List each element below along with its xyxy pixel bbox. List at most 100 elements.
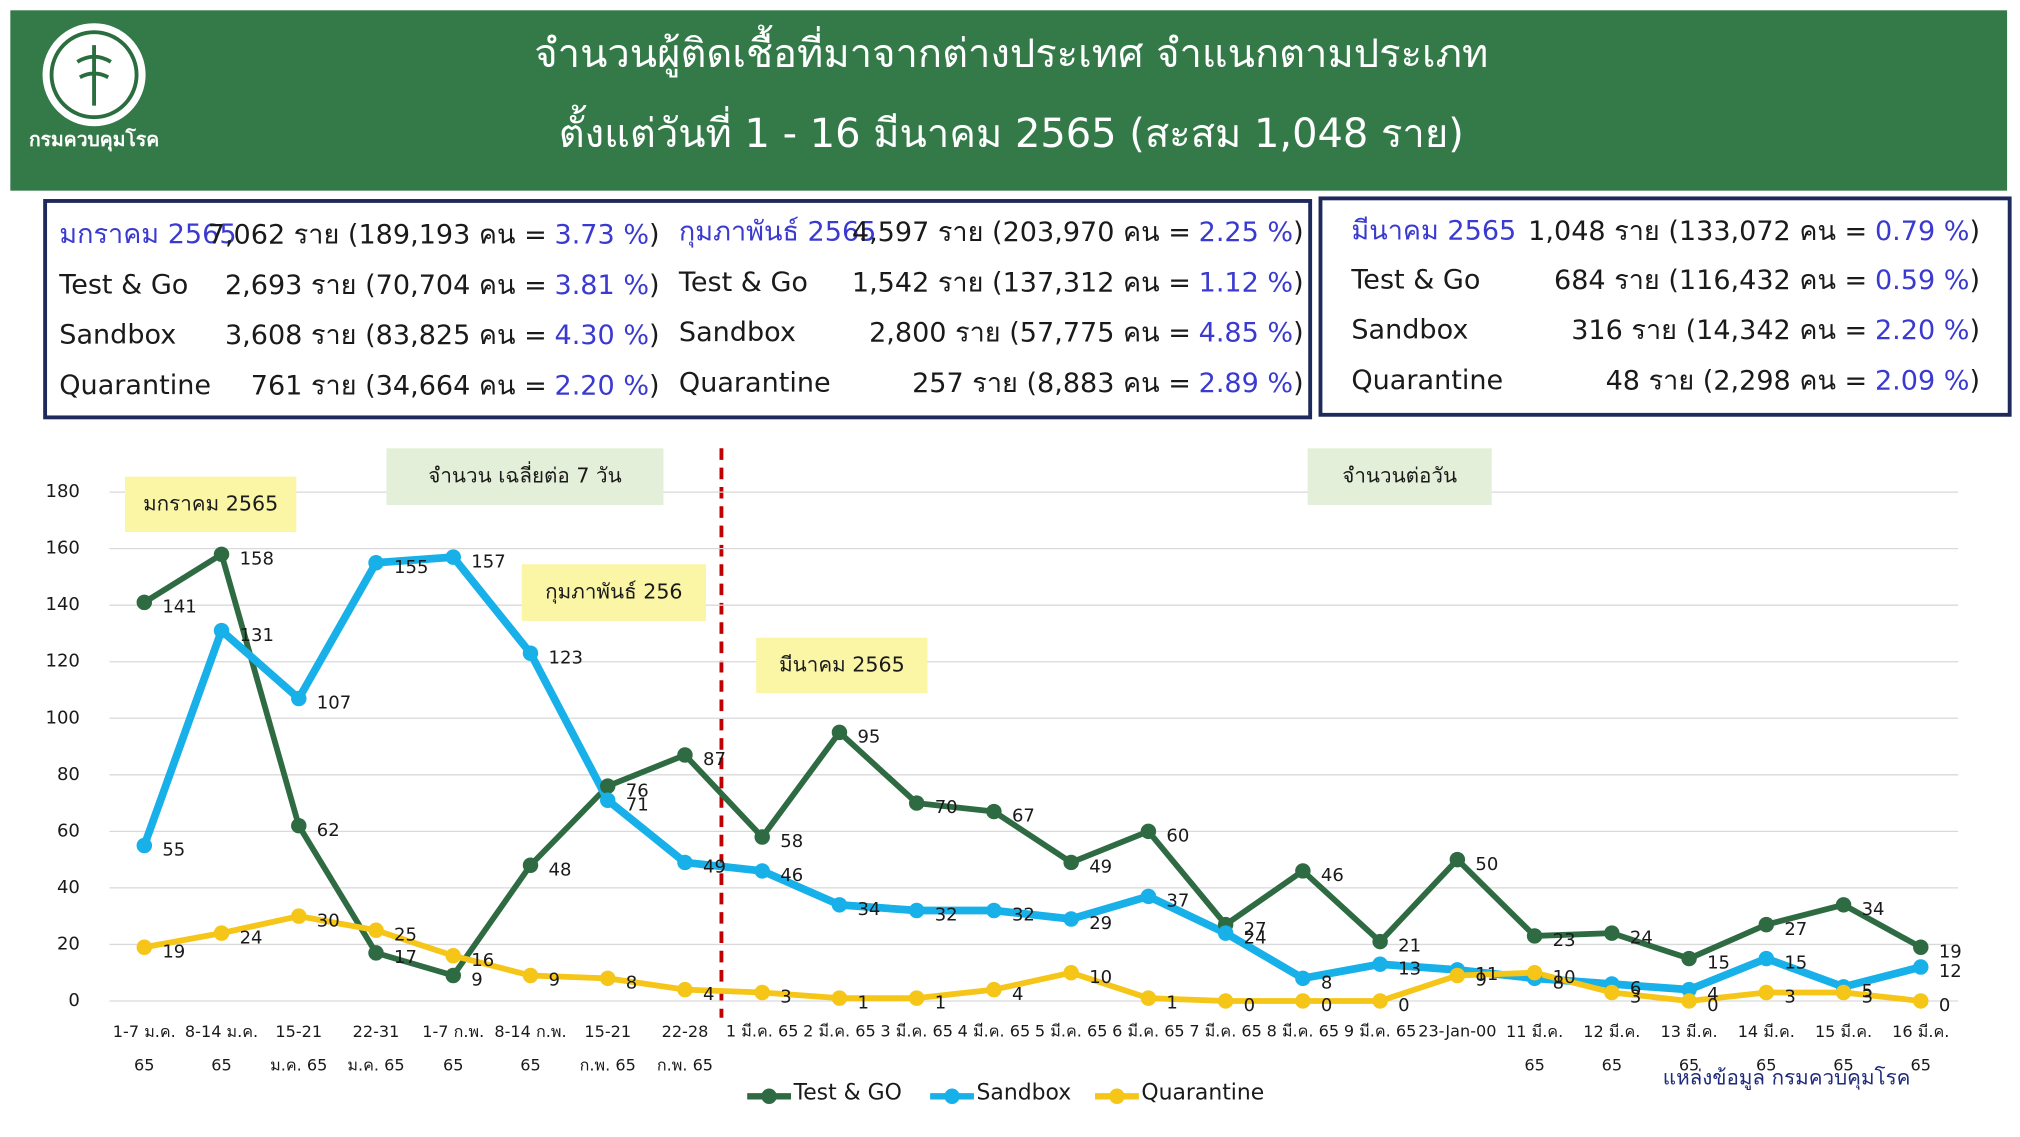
y-tick-label: 80: [57, 764, 80, 785]
data-label: 67: [1012, 806, 1035, 827]
summary-part: 2.89 %: [1199, 367, 1294, 398]
x-tick-label: 13 มี.ค. 65: [1660, 1021, 1717, 1073]
x-tick-label: 5 มี.ค. 65: [1035, 1021, 1108, 1040]
series-line: [140, 553, 1922, 994]
data-point: [368, 945, 384, 961]
data-point: [600, 778, 616, 794]
summary-label: Quarantine: [1351, 365, 1503, 396]
data-point: [1063, 964, 1079, 981]
legend-marker: [944, 1088, 960, 1105]
data-point: [291, 908, 307, 924]
data-point: [1063, 854, 1079, 871]
annotation: กุมภาพันธ์ 256: [545, 580, 682, 605]
data-point: [1913, 959, 1929, 975]
y-tick-label: 100: [46, 707, 80, 728]
summary-part: 1.12 %: [1199, 267, 1294, 298]
data-label: 15: [1707, 953, 1730, 974]
summary-part: 2.20 %: [1875, 315, 1970, 346]
data-label: 1: [1166, 992, 1177, 1013]
data-label: 23: [1553, 930, 1576, 951]
summary-part: ): [1293, 217, 1304, 248]
summary-box: [43, 199, 1313, 420]
data-label: 60: [1166, 825, 1189, 846]
data-point: [136, 594, 153, 611]
summary-part: 257 ราย (8,883 คน =: [912, 367, 1191, 398]
data-point: [1217, 993, 1234, 1009]
x-tick-label: 9 มี.ค. 65: [1344, 1021, 1417, 1040]
data-label: 4: [1012, 984, 1023, 1005]
logo-inner: [49, 30, 139, 120]
legend-marker: [1109, 1088, 1125, 1105]
data-point: [368, 922, 384, 939]
data-label: 3: [780, 987, 791, 1008]
summary-part: 3.73 %: [555, 219, 650, 250]
data-point: [291, 690, 307, 707]
data-label: 17: [394, 947, 417, 968]
data-point: [600, 970, 616, 987]
summary-part: 2.20 %: [555, 370, 650, 401]
summary-part: 3.81 %: [555, 269, 650, 300]
x-tick-label: 8-14 ก.พ. 65: [494, 1021, 566, 1073]
summary-label: Test & Go: [678, 267, 808, 298]
summary-part: 4.30 %: [555, 320, 650, 351]
data-label: 1: [935, 992, 946, 1013]
data-label: 46: [1321, 865, 1344, 886]
summary-label: Quarantine: [59, 370, 211, 401]
data-label: 37: [1166, 891, 1189, 912]
summary-part: 3,608 ราย (83,825 คน =: [225, 320, 547, 351]
x-tick-label: 15-21 ก.พ. 65: [580, 1021, 636, 1073]
summary-part: 684 ราย (116,432 คน =: [1554, 264, 1867, 295]
x-tick-label: 15-21 ม.ค. 65: [270, 1021, 327, 1073]
y-tick-label: 160: [46, 538, 80, 559]
annotation-box: [386, 448, 664, 505]
summary-part: 2,693 ราย (70,704 คน =: [225, 269, 547, 300]
data-label: 76: [626, 780, 649, 801]
data-point: [1835, 984, 1852, 1001]
summary-part: ): [1293, 317, 1304, 348]
data-point: [677, 981, 693, 998]
data-point: [1604, 984, 1620, 1001]
data-point: [1758, 916, 1775, 933]
data-point: [291, 817, 307, 834]
data-point: [1758, 984, 1775, 1001]
data-label: 48: [549, 859, 572, 880]
summary-part: 4.85 %: [1199, 317, 1294, 348]
header-band: [10, 10, 2008, 191]
data-label: 0: [1707, 995, 1718, 1016]
summary-part: ): [1969, 315, 1980, 346]
data-point: [986, 981, 1002, 998]
data-label: 10: [1089, 967, 1112, 988]
x-tick-label: 23-Jan-00: [1418, 1021, 1496, 1040]
annotation-box: [1307, 448, 1492, 505]
x-tick-label: 1 มี.ค. 65: [726, 1021, 799, 1040]
summary-value: 7,062 ราย (189,193 คน = 3.73 %): [208, 219, 660, 250]
legend-marker: [761, 1088, 777, 1105]
data-label: 3: [1784, 987, 1795, 1008]
annotation-box: [124, 476, 297, 533]
data-point: [1140, 888, 1157, 905]
summary-part: ): [1969, 264, 1980, 295]
data-label: 4: [703, 984, 714, 1005]
summary-label: Sandbox: [679, 317, 796, 348]
summary-part: ): [649, 269, 660, 300]
summary-part: 4,597 ราย (203,970 คน =: [852, 217, 1191, 248]
data-label: 50: [1475, 854, 1498, 875]
y-tick-label: 60: [57, 820, 80, 841]
data-label: 0: [1244, 995, 1255, 1016]
data-label: 27: [1244, 919, 1267, 940]
data-point: [908, 990, 925, 1006]
data-label: 8: [1553, 972, 1564, 993]
data-point: [445, 948, 461, 964]
x-tick-label: 1-7 ก.พ. 65: [422, 1021, 484, 1073]
data-label: 6: [1630, 978, 1641, 999]
x-tick-label: 22-31 ม.ค. 65: [347, 1021, 404, 1073]
data-label: 19: [162, 941, 185, 962]
legend-label: Test & GO: [793, 1081, 902, 1106]
summary-value: 2,693 ราย (70,704 คน = 3.81 %): [225, 269, 660, 300]
data-point: [677, 747, 693, 763]
data-point: [1681, 993, 1697, 1009]
summary-part: 2.25 %: [1199, 217, 1294, 248]
data-point: [1372, 933, 1388, 950]
x-tick-label: 3 มี.ค. 65: [880, 1021, 953, 1040]
data-point: [831, 990, 848, 1006]
